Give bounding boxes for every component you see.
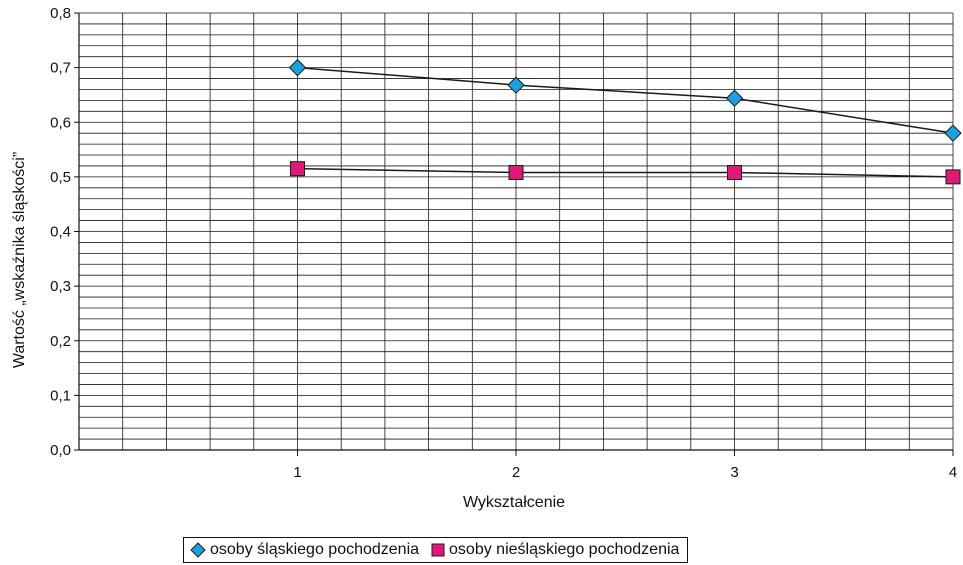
x-tick-label: 3 <box>730 464 738 481</box>
y-tick-label: 0,3 <box>50 278 71 295</box>
y-tick-label: 0,6 <box>50 114 71 131</box>
axes <box>74 12 954 456</box>
legend-entry-nieslaskie: osoby nieśląskiego pochodzenia <box>431 541 679 559</box>
legend-label-nieslaskie: osoby nieśląskiego pochodzenia <box>449 541 680 558</box>
data-point-square <box>945 169 961 185</box>
series-line-2 <box>297 167 954 178</box>
y-tick-label: 0,8 <box>50 5 71 22</box>
series-group <box>288 58 962 185</box>
y-tick-labels: 0,0 0,1 0,2 0,3 0,4 0,5 0,6 0,7 0,8 <box>50 5 71 459</box>
y-tick-label: 0,4 <box>50 224 71 241</box>
y-tick-label: 0,1 <box>50 387 71 404</box>
data-point-square <box>290 161 305 177</box>
data-point-diamond <box>944 124 962 142</box>
data-point-square <box>508 165 524 181</box>
y-tick-label: 0,0 <box>50 442 71 459</box>
x-tick-label: 1 <box>293 464 301 481</box>
data-point-diamond <box>725 89 744 107</box>
legend: osoby śląskiego pochodzenia osoby nieślą… <box>183 537 689 563</box>
data-point-square <box>727 165 742 181</box>
series-line-1 <box>297 66 954 134</box>
diamond-marker-icon <box>190 542 206 558</box>
square-marker-icon <box>431 543 445 557</box>
line-chart: 0,0 0,1 0,2 0,3 0,4 0,5 0,6 0,7 0,8 1 2 3 4 Wykszta… <box>11 5 962 511</box>
x-tick-label: 4 <box>949 464 957 481</box>
legend-entry-slaskie: osoby śląskiego pochodzenia <box>190 541 419 559</box>
data-point-diamond <box>507 76 525 94</box>
x-axis-label: Wykształcenie <box>463 494 565 511</box>
x-tick-labels: 1 2 3 4 <box>293 464 957 481</box>
legend-label-slaskie: osoby śląskiego pochodzenia <box>210 541 420 558</box>
y-axis-label: Wartość „wskaźnika śląskości” <box>11 152 28 368</box>
y-tick-label: 0,2 <box>50 333 71 350</box>
data-point-diamond <box>288 58 307 77</box>
y-tick-label: 0,5 <box>50 169 71 186</box>
x-tick-label: 2 <box>512 464 520 481</box>
y-tick-label: 0,7 <box>50 60 71 77</box>
